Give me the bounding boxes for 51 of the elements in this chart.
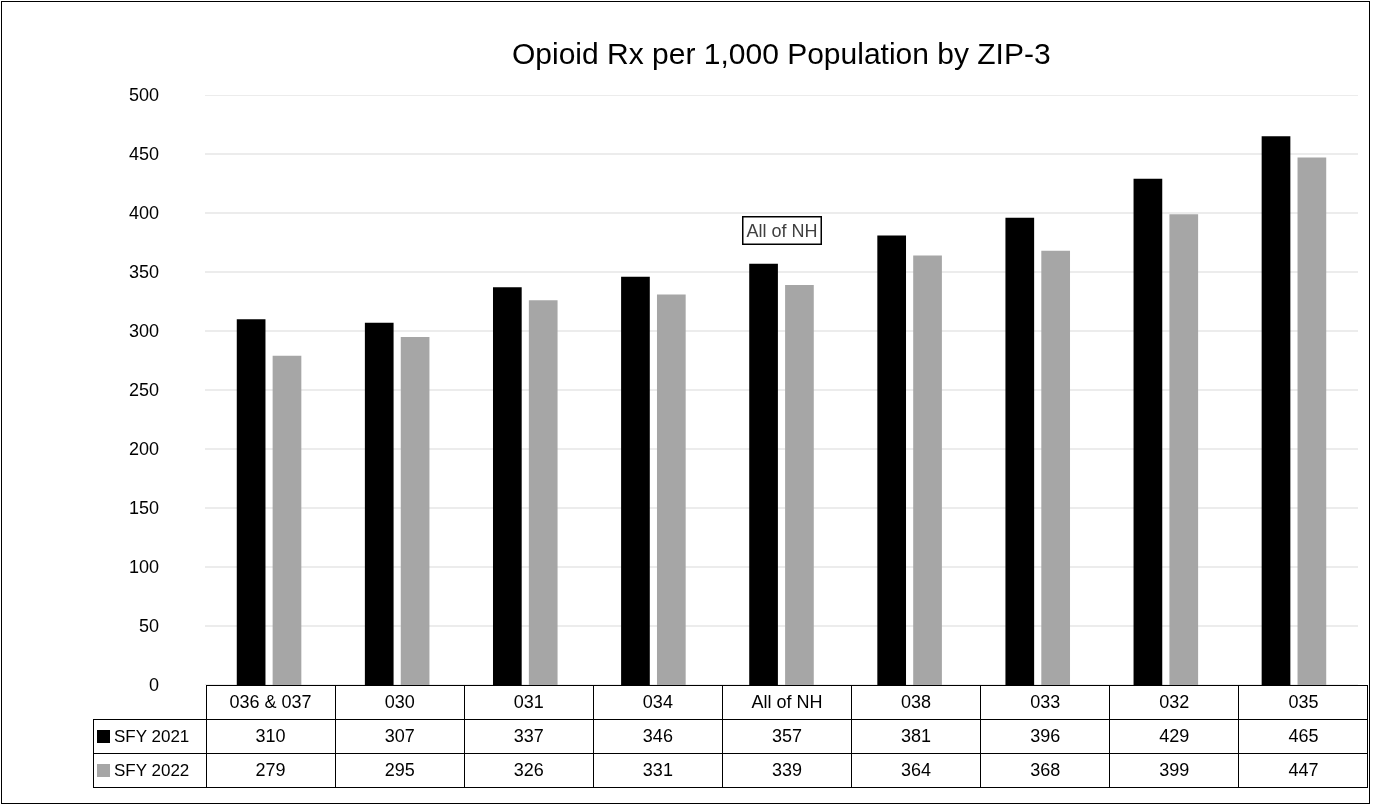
y-tick-label: 300 [128, 321, 159, 342]
x-tick-label: 030 [335, 685, 465, 720]
bar [1041, 250, 1071, 685]
y-tick-label: 400 [128, 203, 159, 224]
data-label: 339 [722, 753, 852, 788]
data-label: 396 [980, 719, 1110, 754]
y-tick-label: 50 [138, 616, 159, 637]
legend-label: SFY 2022 [93, 753, 206, 788]
x-tick-label: 033 [980, 685, 1110, 720]
data-label: 326 [464, 753, 594, 788]
y-tick-label: 200 [128, 439, 159, 460]
data-label: 429 [1109, 719, 1239, 754]
data-label: 346 [593, 719, 723, 754]
y-tick-label: 450 [128, 144, 159, 165]
bar [528, 300, 558, 685]
y-tick-label: 150 [128, 498, 159, 519]
bar [1297, 157, 1327, 685]
data-label: 337 [464, 719, 594, 754]
bar [785, 284, 814, 685]
x-tick-label: 034 [593, 685, 723, 720]
data-label: 331 [593, 753, 723, 788]
chart-title: Opioid Rx per 1,000 Population by ZIP-3 [512, 37, 1051, 70]
bar [400, 336, 430, 685]
data-label: 381 [851, 719, 981, 754]
x-tick-label: 031 [464, 685, 594, 720]
bar [272, 355, 302, 685]
y-tick-label: 500 [128, 85, 159, 106]
x-tick-label: 038 [851, 685, 981, 720]
x-tick-label: All of NH [722, 685, 852, 720]
data-label: 368 [980, 753, 1110, 788]
data-label: 279 [206, 753, 336, 788]
data-label: 310 [206, 719, 336, 754]
x-tick-label: 036 & 037 [206, 685, 336, 720]
data-label: 295 [335, 753, 465, 788]
annotation: All of NH [746, 220, 818, 241]
y-tick-label: 100 [128, 557, 159, 578]
bar [1169, 214, 1199, 685]
data-label: 364 [851, 753, 981, 788]
data-label: 399 [1109, 753, 1239, 788]
x-tick-label: 032 [1109, 685, 1239, 720]
x-tick-label: 035 [1238, 685, 1368, 720]
data-label: 307 [335, 719, 465, 754]
data-label: 447 [1238, 753, 1368, 788]
y-tick-label: 250 [128, 380, 159, 401]
bar [913, 255, 942, 685]
bar [656, 294, 686, 685]
y-tick-label: 350 [128, 262, 159, 283]
data-label: 357 [722, 719, 852, 754]
data-label: 465 [1238, 719, 1368, 754]
y-tick-label: 0 [148, 675, 159, 696]
legend-label: SFY 2021 [93, 719, 206, 754]
